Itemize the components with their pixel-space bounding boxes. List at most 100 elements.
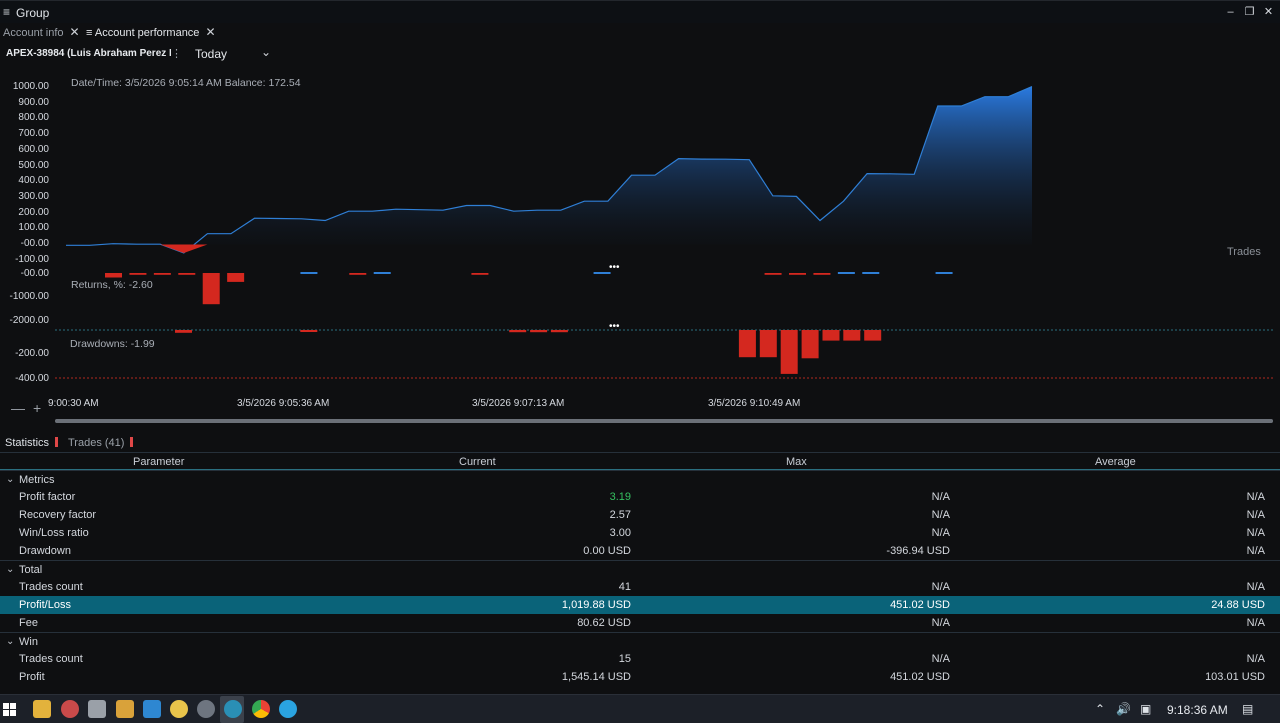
table-row[interactable]: Profit 1,545.14 USD 451.02 USD 103.01 USD bbox=[0, 668, 1280, 686]
drawdown-bar[interactable] bbox=[759, 330, 777, 358]
table-row[interactable]: Win/Loss ratio 3.00 N/A N/A bbox=[0, 524, 1280, 542]
chevron-up-icon[interactable]: ⌃ bbox=[1095, 702, 1106, 716]
telegram-icon[interactable] bbox=[279, 700, 297, 718]
returns-bar[interactable] bbox=[789, 273, 806, 275]
average-cell: N/A bbox=[1246, 491, 1265, 503]
clock[interactable]: 9:18:36 AM bbox=[1167, 703, 1228, 717]
minimize-icon[interactable]: – bbox=[1227, 6, 1234, 18]
hamburger-menu-icon[interactable]: ≡ bbox=[3, 5, 11, 19]
table-row[interactable]: Drawdown 0.00 USD -396.94 USD N/A bbox=[0, 542, 1280, 560]
app-icon[interactable] bbox=[143, 700, 161, 718]
returns-bar[interactable] bbox=[837, 272, 855, 274]
returns-bar[interactable] bbox=[593, 272, 611, 274]
period-select[interactable]: Today bbox=[195, 47, 228, 61]
drawdown-bar[interactable] bbox=[550, 330, 568, 333]
average-cell: N/A bbox=[1246, 509, 1265, 521]
column-header-average[interactable]: Average bbox=[1095, 456, 1136, 468]
max-cell: N/A bbox=[931, 581, 950, 593]
pane-resize-handle[interactable]: ••• bbox=[609, 262, 620, 273]
app-icon[interactable] bbox=[88, 700, 106, 718]
y-tick: -200.00 bbox=[15, 348, 49, 359]
table-row[interactable]: Trades count 41 N/A N/A bbox=[0, 578, 1280, 596]
table-row[interactable]: Profit factor 3.19 N/A N/A bbox=[0, 488, 1280, 506]
tab-trades[interactable]: Trades (41) bbox=[68, 437, 134, 449]
drawdown-bar[interactable] bbox=[300, 330, 318, 332]
chart-canvas[interactable]: ••• ••• bbox=[0, 64, 1280, 424]
group-row[interactable]: ⌄ Win bbox=[0, 632, 1280, 650]
tab-statistics[interactable]: Statistics bbox=[5, 437, 59, 449]
performance-toolbar: APEX-38984 (Luis Abraham Perez Ra ⋮ Toda… bbox=[0, 44, 1280, 64]
network-icon[interactable]: ▣ bbox=[1140, 702, 1152, 716]
returns-bar[interactable] bbox=[129, 273, 147, 275]
chevron-down-icon[interactable]: ⌄ bbox=[6, 474, 15, 485]
speaker-icon[interactable]: 🔊 bbox=[1116, 702, 1131, 716]
drawdown-bar[interactable] bbox=[801, 330, 819, 359]
max-cell: N/A bbox=[931, 509, 950, 521]
column-header-max[interactable]: Max bbox=[786, 456, 807, 468]
returns-bar[interactable] bbox=[935, 272, 953, 274]
drawdowns-info: Drawdowns: -1.99 bbox=[70, 338, 155, 350]
table-row[interactable]: Recovery factor 2.57 N/A N/A bbox=[0, 506, 1280, 524]
drawdown-bar[interactable] bbox=[175, 330, 192, 333]
returns-bar[interactable] bbox=[153, 273, 171, 275]
close-tab-icon[interactable]: ✕ bbox=[69, 25, 80, 39]
statistics-panel: Statistics Trades (41) Parameter Current… bbox=[0, 432, 1280, 694]
equity-line[interactable] bbox=[66, 86, 1033, 254]
returns-bar[interactable] bbox=[813, 273, 831, 275]
zoom-out-icon[interactable]: — bbox=[11, 400, 25, 416]
drawdown-bar[interactable] bbox=[864, 330, 882, 341]
chevron-down-icon[interactable]: ⌄ bbox=[6, 564, 15, 575]
group-row[interactable]: ⌄ Total bbox=[0, 560, 1280, 578]
performance-chart[interactable]: ••• ••• Date/Time: 3/5/2026 9:05:14 AM B… bbox=[0, 64, 1280, 424]
equity-area[interactable] bbox=[66, 86, 1032, 253]
app-icon[interactable] bbox=[61, 700, 79, 718]
app-icon[interactable] bbox=[170, 700, 188, 718]
restore-icon[interactable]: ❐ bbox=[1244, 6, 1255, 18]
drawdown-bar[interactable] bbox=[780, 330, 798, 374]
tab-account-info[interactable]: Account info ✕ bbox=[3, 25, 80, 39]
returns-bar[interactable] bbox=[862, 272, 880, 274]
returns-bar[interactable] bbox=[471, 273, 489, 275]
settings-icon[interactable] bbox=[197, 700, 215, 718]
windows-start-icon[interactable] bbox=[3, 703, 17, 717]
pane-resize-handle[interactable]: ••• bbox=[609, 321, 620, 332]
account-selector[interactable]: APEX-38984 (Luis Abraham Perez Ra bbox=[6, 48, 171, 59]
menu-icon: ≡ bbox=[86, 27, 95, 39]
table-row[interactable]: Trades count 15 N/A N/A bbox=[0, 650, 1280, 668]
close-tab-icon[interactable]: ✕ bbox=[205, 25, 216, 39]
close-icon[interactable]: ✕ bbox=[1263, 6, 1274, 18]
parameter-cell: Profit bbox=[19, 671, 45, 683]
returns-bar[interactable] bbox=[349, 273, 367, 275]
returns-bar[interactable] bbox=[227, 273, 245, 282]
chrome-icon[interactable] bbox=[252, 700, 270, 718]
returns-bar[interactable] bbox=[300, 272, 318, 274]
returns-bar[interactable] bbox=[373, 272, 391, 274]
returns-bar[interactable] bbox=[764, 273, 782, 275]
table-row[interactable]: Profit/Loss 1,019.88 USD 451.02 USD 24.88 U… bbox=[0, 596, 1280, 614]
drawdown-bar[interactable] bbox=[509, 330, 527, 333]
column-header-parameter[interactable]: Parameter bbox=[133, 456, 185, 468]
more-options-icon[interactable]: ⋮ bbox=[171, 48, 182, 60]
chevron-down-icon[interactable]: ⌄ bbox=[6, 636, 15, 647]
drawdown-bar[interactable] bbox=[843, 330, 861, 341]
chart-scrollbar-thumb[interactable] bbox=[55, 419, 1273, 423]
drawdown-bar[interactable] bbox=[822, 330, 840, 341]
drawdown-bar[interactable] bbox=[738, 330, 756, 358]
max-cell: N/A bbox=[931, 617, 950, 629]
trading-app-icon[interactable] bbox=[224, 700, 242, 718]
zoom-in-icon[interactable]: + bbox=[33, 400, 42, 416]
chevron-down-icon[interactable]: ⌄ bbox=[261, 45, 272, 59]
notifications-icon[interactable]: ▤ bbox=[1242, 702, 1254, 716]
returns-bar[interactable] bbox=[178, 273, 196, 275]
tab-indicator bbox=[130, 437, 134, 447]
app-icon[interactable] bbox=[116, 700, 134, 718]
file-explorer-icon[interactable] bbox=[33, 700, 51, 718]
average-cell: 24.88 USD bbox=[1211, 599, 1265, 611]
returns-bar[interactable] bbox=[105, 273, 122, 278]
table-row[interactable]: Fee 80.62 USD N/A N/A bbox=[0, 614, 1280, 632]
drawdown-bar[interactable] bbox=[530, 330, 548, 333]
column-header-current[interactable]: Current bbox=[459, 456, 496, 468]
returns-bar[interactable] bbox=[202, 273, 220, 305]
group-row[interactable]: ⌄ Metrics bbox=[0, 470, 1280, 488]
tab-account-performance[interactable]: ≡ Account performance ✕ bbox=[86, 25, 216, 39]
